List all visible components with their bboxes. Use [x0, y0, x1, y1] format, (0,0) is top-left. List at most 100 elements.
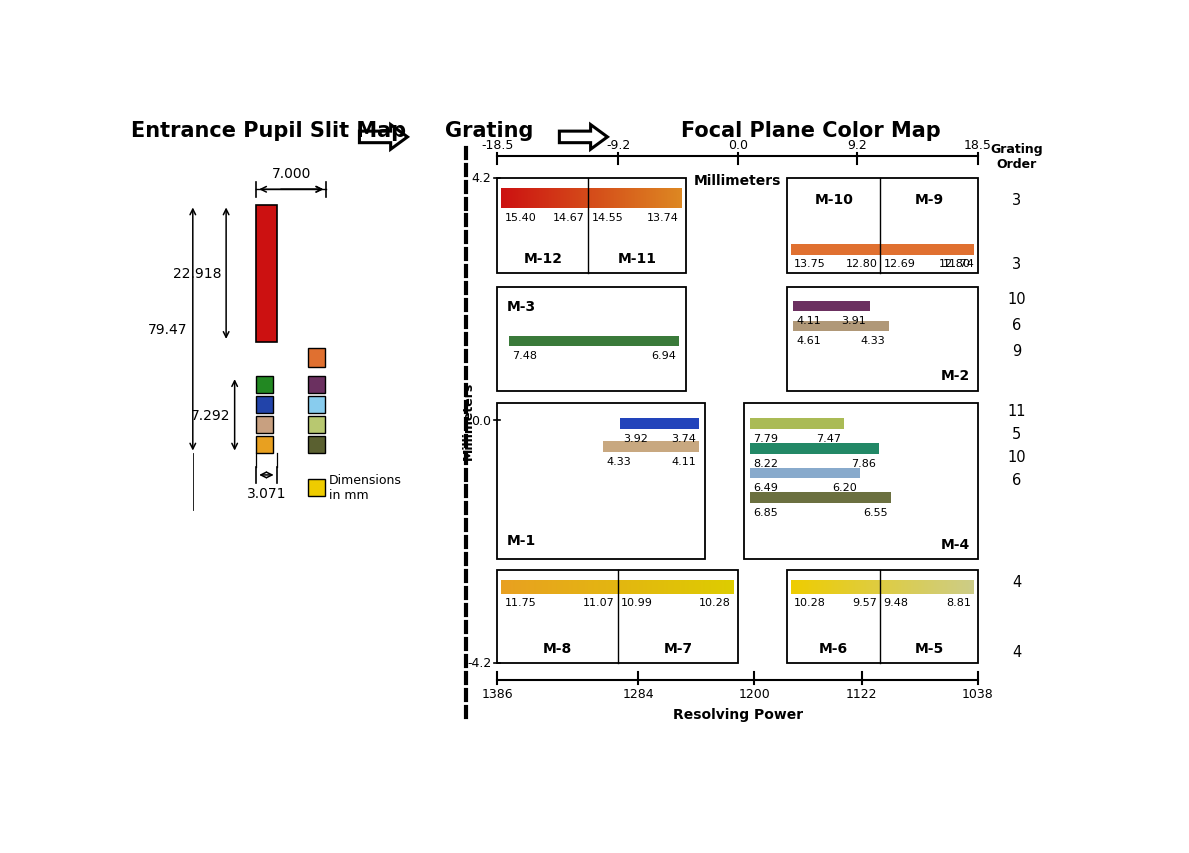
Bar	[522, 189, 524, 208]
Text: Resolving Power: Resolving Power	[673, 707, 803, 721]
Bar	[572, 189, 573, 208]
Bar	[833, 580, 835, 594]
Bar	[555, 580, 558, 594]
Bar	[571, 189, 572, 208]
Bar	[540, 580, 542, 594]
Bar	[898, 580, 899, 594]
Bar	[608, 189, 610, 208]
Bar	[744, 403, 977, 560]
Text: 22.918: 22.918	[172, 267, 221, 281]
Bar	[964, 580, 967, 594]
Bar	[718, 580, 721, 594]
Bar	[586, 580, 589, 594]
Bar	[810, 580, 811, 594]
Text: 4.61: 4.61	[797, 336, 822, 345]
Bar	[616, 189, 617, 208]
Bar	[587, 189, 589, 208]
Bar	[864, 580, 866, 594]
Bar	[799, 580, 800, 594]
Bar	[706, 580, 709, 594]
Text: 13.74: 13.74	[647, 212, 679, 223]
Bar	[598, 189, 599, 208]
Bar	[521, 189, 522, 208]
Bar	[585, 189, 587, 208]
Text: 1200: 1200	[738, 688, 770, 700]
Bar	[508, 189, 509, 208]
Bar	[829, 580, 831, 594]
Bar	[617, 580, 619, 594]
Bar	[584, 189, 585, 208]
Bar	[705, 580, 706, 594]
Bar	[600, 580, 602, 594]
Bar	[622, 580, 623, 594]
Text: 12.69: 12.69	[883, 259, 916, 269]
Bar	[663, 580, 666, 594]
Bar	[622, 189, 623, 208]
Bar	[537, 189, 539, 208]
Bar	[944, 580, 945, 594]
Bar	[509, 189, 510, 208]
Bar	[875, 580, 876, 594]
Bar	[257, 417, 273, 434]
Bar	[818, 580, 820, 594]
Bar	[750, 444, 879, 454]
Bar	[822, 580, 823, 594]
Bar	[862, 580, 864, 594]
Bar	[850, 580, 851, 594]
Bar	[794, 580, 795, 594]
Text: 3: 3	[1012, 257, 1021, 272]
Bar	[716, 580, 718, 594]
Bar	[685, 580, 687, 594]
Bar	[923, 580, 924, 594]
Bar	[504, 189, 505, 208]
Bar	[636, 189, 638, 208]
Bar	[812, 580, 813, 594]
Bar	[951, 580, 952, 594]
Bar	[866, 580, 867, 594]
Bar	[679, 580, 681, 594]
Bar	[668, 189, 669, 208]
Text: M-10: M-10	[814, 192, 854, 206]
Text: 3: 3	[1012, 193, 1021, 207]
Bar	[936, 580, 937, 594]
Bar	[608, 580, 610, 594]
Bar	[625, 580, 627, 594]
Bar	[800, 580, 801, 594]
Text: 6: 6	[1012, 317, 1021, 333]
Bar	[558, 580, 559, 594]
Bar	[308, 479, 325, 496]
Bar	[675, 189, 678, 208]
Bar	[551, 189, 553, 208]
Bar	[888, 580, 891, 594]
Bar	[640, 189, 641, 208]
Bar	[604, 189, 605, 208]
Bar	[937, 580, 939, 594]
Bar	[925, 580, 926, 594]
Bar	[697, 580, 699, 594]
Text: 15.40: 15.40	[504, 212, 536, 223]
Bar	[700, 580, 703, 594]
Bar	[533, 189, 534, 208]
Bar	[549, 580, 552, 594]
Text: 9.2: 9.2	[848, 138, 867, 152]
Text: 5: 5	[1012, 426, 1021, 442]
Bar	[623, 189, 624, 208]
Text: M-12: M-12	[523, 252, 562, 266]
Bar	[511, 580, 512, 594]
Bar	[956, 580, 957, 594]
Text: 13.75: 13.75	[794, 259, 825, 269]
Bar	[643, 189, 644, 208]
Bar	[675, 580, 678, 594]
Bar	[598, 580, 600, 594]
Bar	[699, 580, 700, 594]
Bar	[505, 580, 507, 594]
Bar	[542, 580, 543, 594]
Bar	[516, 189, 517, 208]
Bar	[562, 189, 565, 208]
Bar	[536, 189, 537, 208]
Bar	[614, 189, 616, 208]
Bar	[602, 580, 604, 594]
Bar	[530, 189, 531, 208]
Bar	[696, 580, 697, 594]
Bar	[750, 468, 860, 479]
